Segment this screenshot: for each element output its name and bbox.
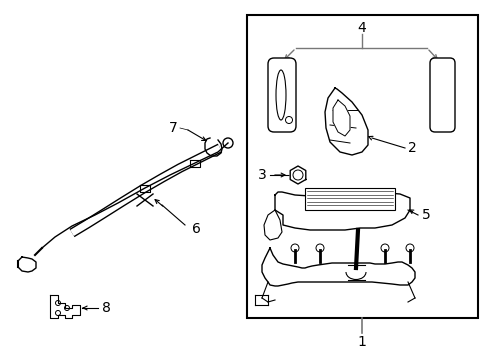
Polygon shape bbox=[50, 295, 80, 318]
Text: 4: 4 bbox=[357, 21, 366, 35]
FancyBboxPatch shape bbox=[267, 58, 295, 132]
Text: 3: 3 bbox=[257, 168, 266, 182]
Polygon shape bbox=[332, 100, 349, 136]
Polygon shape bbox=[274, 192, 409, 230]
FancyBboxPatch shape bbox=[429, 58, 454, 132]
Polygon shape bbox=[262, 248, 414, 286]
Polygon shape bbox=[264, 210, 282, 240]
Text: 7: 7 bbox=[169, 121, 178, 135]
Bar bbox=[305, 188, 394, 210]
Polygon shape bbox=[18, 257, 36, 272]
Polygon shape bbox=[289, 166, 305, 184]
Text: 6: 6 bbox=[192, 222, 201, 236]
Text: 8: 8 bbox=[102, 301, 111, 315]
Ellipse shape bbox=[275, 70, 285, 120]
Text: 1: 1 bbox=[357, 335, 366, 349]
Text: 2: 2 bbox=[407, 141, 416, 155]
Bar bbox=[246, 15, 477, 318]
Polygon shape bbox=[325, 88, 367, 155]
Text: 5: 5 bbox=[421, 208, 430, 222]
